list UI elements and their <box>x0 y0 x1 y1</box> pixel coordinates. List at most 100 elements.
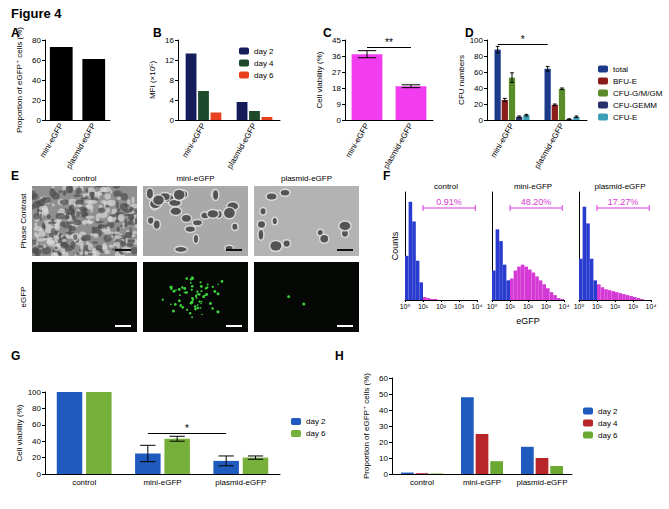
svg-text:4: 4 <box>170 96 175 105</box>
svg-text:10³: 10³ <box>628 303 639 310</box>
svg-text:BFU-E: BFU-E <box>613 77 637 86</box>
svg-text:36: 36 <box>332 52 341 61</box>
svg-text:day 4: day 4 <box>598 419 618 428</box>
svg-text:Proportion of eGFP⁺ cells (%): Proportion of eGFP⁺ cells (%) <box>15 27 24 133</box>
svg-text:10²: 10² <box>436 303 447 310</box>
svg-text:10¹: 10¹ <box>418 303 429 310</box>
svg-text:80: 80 <box>32 36 41 45</box>
svg-text:10¹: 10¹ <box>505 303 516 310</box>
svg-text:0: 0 <box>37 116 42 125</box>
svg-text:10⁴: 10⁴ <box>472 303 483 310</box>
svg-text:0: 0 <box>170 116 175 125</box>
svg-text:eGFP: eGFP <box>19 287 28 308</box>
svg-text:50: 50 <box>379 390 388 399</box>
svg-text:day 6: day 6 <box>254 71 274 80</box>
svg-text:day 2: day 2 <box>598 407 618 416</box>
svg-text:E: E <box>11 169 19 183</box>
svg-text:plasmid-eGFP: plasmid-eGFP <box>516 478 567 487</box>
svg-text:day 6: day 6 <box>306 429 326 438</box>
svg-text:day 4: day 4 <box>254 59 274 68</box>
svg-text:Cell viability (%): Cell viability (%) <box>315 51 324 108</box>
svg-text:day 2: day 2 <box>306 417 326 426</box>
svg-text:control: control <box>72 174 96 183</box>
svg-text:10⁰: 10⁰ <box>400 303 411 310</box>
svg-text:plasmid-eGFP: plasmid-eGFP <box>64 122 97 171</box>
svg-text:CFU-GEMM: CFU-GEMM <box>613 101 657 110</box>
svg-text:day 2: day 2 <box>254 47 274 56</box>
svg-text:20: 20 <box>474 100 483 109</box>
svg-text:10⁰: 10⁰ <box>574 303 585 310</box>
svg-text:40: 40 <box>379 406 388 415</box>
svg-text:80: 80 <box>32 404 41 413</box>
svg-text:12: 12 <box>165 56 174 65</box>
svg-text:control: control <box>434 182 458 191</box>
svg-text:mini-eGFP: mini-eGFP <box>344 122 371 160</box>
svg-text:plasmid-eGFP: plasmid-eGFP <box>215 478 266 487</box>
svg-text:27: 27 <box>332 68 341 77</box>
svg-text:60: 60 <box>379 374 388 383</box>
svg-text:A: A <box>11 26 20 40</box>
svg-text:mini-eGFP: mini-eGFP <box>463 478 501 487</box>
svg-text:10: 10 <box>379 454 388 463</box>
svg-text:20: 20 <box>379 438 388 447</box>
svg-text:100: 100 <box>28 388 42 397</box>
svg-text:control: control <box>72 478 96 487</box>
svg-text:0.91%: 0.91% <box>436 197 462 207</box>
svg-text:CFU-E: CFU-E <box>613 113 637 122</box>
svg-text:Counts: Counts <box>390 231 400 260</box>
svg-text:day 6: day 6 <box>598 431 618 440</box>
svg-text:H: H <box>335 349 344 363</box>
svg-text:*: * <box>521 34 525 45</box>
svg-text:mini-eGFP: mini-eGFP <box>181 122 208 160</box>
svg-text:plasmid-eGFP: plasmid-eGFP <box>533 122 566 171</box>
svg-text:60: 60 <box>32 420 41 429</box>
svg-text:10²: 10² <box>610 303 621 310</box>
svg-text:0: 0 <box>384 470 389 479</box>
svg-text:plasmid-eGFP: plasmid-eGFP <box>382 122 415 171</box>
svg-text:CFU-G/M/GM: CFU-G/M/GM <box>613 89 663 98</box>
svg-text:plasmid-eGFP: plasmid-eGFP <box>225 122 258 171</box>
svg-text:0: 0 <box>37 470 42 479</box>
svg-text:B: B <box>153 26 162 40</box>
svg-text:16: 16 <box>165 36 174 45</box>
svg-text:20: 20 <box>32 453 41 462</box>
svg-text:40: 40 <box>474 84 483 93</box>
svg-text:Figure 4: Figure 4 <box>11 6 62 21</box>
svg-text:0: 0 <box>337 116 342 125</box>
svg-text:9: 9 <box>337 100 342 109</box>
svg-text:mini-eGFP: mini-eGFP <box>143 478 181 487</box>
svg-text:40: 40 <box>32 76 41 85</box>
svg-text:10¹: 10¹ <box>592 303 603 310</box>
svg-text:G: G <box>11 349 20 363</box>
svg-text:60: 60 <box>32 56 41 65</box>
svg-text:*: * <box>185 423 189 434</box>
svg-text:C: C <box>323 26 332 40</box>
svg-text:0: 0 <box>479 116 484 125</box>
svg-text:plasmid-eGFP: plasmid-eGFP <box>281 174 332 183</box>
svg-text:48.20%: 48.20% <box>521 197 552 207</box>
svg-text:Phase Contrast: Phase Contrast <box>19 193 28 249</box>
svg-text:CFU numbers: CFU numbers <box>457 55 466 105</box>
svg-text:mini-eGFP: mini-eGFP <box>514 182 552 191</box>
svg-text:30: 30 <box>379 422 388 431</box>
svg-text:45: 45 <box>332 36 341 45</box>
svg-text:10³: 10³ <box>541 303 552 310</box>
svg-text:control: control <box>410 478 434 487</box>
svg-text:60: 60 <box>474 68 483 77</box>
svg-text:10⁰: 10⁰ <box>487 303 498 310</box>
svg-text:10³: 10³ <box>454 303 465 310</box>
svg-text:10²: 10² <box>523 303 534 310</box>
svg-text:mini-eGFP: mini-eGFP <box>489 122 516 160</box>
svg-text:10⁴: 10⁴ <box>559 303 570 310</box>
svg-text:17.27%: 17.27% <box>608 197 639 207</box>
svg-text:80: 80 <box>474 52 483 61</box>
svg-text:40: 40 <box>32 437 41 446</box>
svg-text:mini-eGFP: mini-eGFP <box>176 174 214 183</box>
svg-text:Cell viability (%): Cell viability (%) <box>15 404 24 461</box>
svg-text:10⁴: 10⁴ <box>646 303 657 310</box>
svg-text:F: F <box>383 169 390 183</box>
svg-text:D: D <box>465 26 474 40</box>
svg-text:**: ** <box>385 37 393 48</box>
svg-text:18: 18 <box>332 84 341 93</box>
svg-text:plasmid-eGFP: plasmid-eGFP <box>594 182 645 191</box>
